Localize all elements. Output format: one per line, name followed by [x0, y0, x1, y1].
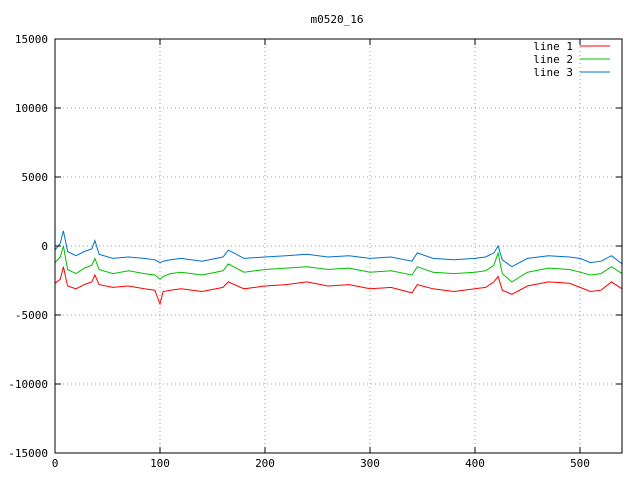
- legend-label-3: line 3: [533, 66, 573, 79]
- y-tick-label-3: 0: [41, 240, 48, 253]
- x-tick-label-1: 100: [150, 457, 170, 470]
- chart-title: m0520_16: [311, 13, 364, 26]
- x-tick-label-5: 500: [570, 457, 590, 470]
- series-line-2: [54, 245, 623, 283]
- x-tick-label-3: 300: [360, 457, 380, 470]
- x-tick-label-4: 400: [465, 457, 485, 470]
- series-lines: [54, 230, 623, 306]
- y-tick-label-1: -10000: [8, 378, 48, 391]
- plot-frame: [54, 38, 623, 454]
- y-tick-label-5: 10000: [15, 102, 48, 115]
- y-tick-label-4: 5000: [22, 171, 49, 184]
- y-tick-label-6: 15000: [15, 33, 48, 46]
- grid-lines: [55, 39, 622, 453]
- axis-ticks: -15000 -10000 -5000 0 5000 10000 15000 0 100 200 3…: [8, 33, 622, 470]
- x-tick-label-2: 200: [255, 457, 275, 470]
- series-line-3: [54, 230, 623, 268]
- y-tick-label-2: -5000: [15, 309, 48, 322]
- legend-label-1: line 1: [533, 40, 573, 53]
- series-line-1: [54, 266, 623, 306]
- legend-label-2: line 2: [533, 53, 573, 66]
- x-tick-label-0: 0: [52, 457, 59, 470]
- y-tick-label-0: -15000: [8, 447, 48, 460]
